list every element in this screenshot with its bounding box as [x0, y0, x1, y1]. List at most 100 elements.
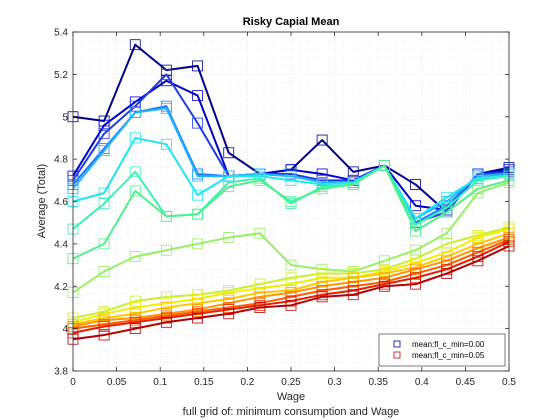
data-point	[410, 200, 422, 212]
x-tick-label: 0.45	[456, 377, 476, 388]
series-line	[72, 225, 510, 320]
data-point	[410, 278, 422, 290]
data-point	[160, 302, 172, 313]
legend: mean;fl_c_min=0.00 mean;fl_c_min=0.05	[378, 333, 506, 367]
x-tick-label: 0	[70, 377, 76, 388]
series-line	[72, 232, 510, 326]
data-point	[285, 278, 297, 290]
data-point	[347, 289, 359, 301]
x-tick-label: 0.4	[415, 377, 429, 388]
series-line	[72, 228, 510, 324]
y-tick-label: 5	[62, 112, 68, 123]
data-point	[160, 102, 172, 114]
data-point	[98, 145, 110, 157]
series-line	[72, 238, 510, 330]
y-tick-label: 5.4	[54, 28, 68, 39]
x-tick-label: 0.1	[153, 377, 167, 388]
x-tick-label: 0.3	[328, 377, 342, 388]
series-8	[67, 177, 515, 299]
data-point	[98, 119, 110, 131]
legend-marker-1	[393, 351, 401, 359]
x-tick-label: 0.2	[240, 377, 254, 388]
data-point	[316, 134, 328, 146]
y-tick-label: 4.8	[54, 155, 68, 166]
data-point	[223, 147, 235, 159]
data-point	[441, 268, 453, 279]
caption: full grid of: minimum consumption and Wa…	[183, 406, 400, 418]
data-point	[254, 227, 266, 239]
x-tick-label: 0.05	[107, 377, 127, 388]
y-tick-label: 5.2	[54, 70, 68, 81]
data-point	[285, 299, 297, 311]
legend-marker-0	[393, 340, 401, 348]
data-point	[98, 266, 110, 277]
data-point	[129, 39, 141, 51]
data-point	[472, 232, 484, 243]
data-point	[347, 179, 359, 190]
data-point	[98, 238, 110, 250]
series-line	[72, 164, 510, 230]
data-point	[129, 100, 141, 112]
data-point	[129, 251, 141, 262]
data-point	[192, 117, 204, 129]
data-point	[129, 295, 141, 307]
data-point	[316, 183, 328, 195]
data-point	[441, 238, 453, 250]
data-point	[223, 232, 235, 243]
data-point	[192, 170, 204, 182]
data-point	[129, 323, 141, 335]
data-point	[192, 208, 204, 220]
data-point	[160, 291, 172, 303]
y-tick-label: 4	[62, 324, 68, 335]
data-point	[98, 321, 110, 332]
data-point	[192, 297, 204, 309]
data-point	[441, 206, 453, 218]
ticks: 0 0.05 0.1 0.15 0.2 0.25 0.3 0.35 0.4 0.45 0.5 3.8 4…	[54, 28, 516, 389]
x-axis-label: Wage	[277, 391, 305, 403]
data-point	[316, 168, 328, 180]
y-tick-label: 4.2	[54, 282, 68, 293]
data-point	[378, 255, 390, 267]
data-point	[223, 308, 235, 320]
y-tick-label: 4.6	[54, 197, 68, 208]
data-point	[192, 90, 204, 101]
data-point	[192, 60, 204, 72]
data-point	[223, 181, 235, 193]
x-tick-label: 0.25	[281, 377, 301, 388]
x-tick-label: 0.35	[368, 377, 388, 388]
data-point	[129, 166, 141, 178]
data-point	[160, 138, 172, 150]
data-point	[129, 316, 141, 328]
data-point	[378, 280, 390, 292]
data-point	[223, 287, 235, 299]
series-line	[72, 240, 510, 334]
data-point	[160, 68, 172, 80]
legend-label-1: mean;fl_c_min=0.05	[412, 351, 485, 360]
data-point	[441, 191, 453, 203]
series-line	[72, 245, 510, 341]
data-point	[378, 160, 390, 171]
data-point	[472, 174, 484, 186]
x-tick-label: 0.15	[194, 377, 214, 388]
series-line	[72, 236, 510, 328]
data-point	[129, 107, 141, 118]
series-line	[72, 181, 510, 294]
data-point	[472, 187, 484, 199]
data-point	[254, 174, 266, 186]
data-point	[129, 132, 141, 144]
data-point	[160, 210, 172, 222]
series-line	[72, 164, 510, 260]
data-point	[316, 291, 328, 303]
data-point	[285, 174, 297, 186]
data-point	[285, 196, 297, 207]
data-point	[347, 166, 359, 178]
y-axis-label: Average (Total)	[36, 164, 48, 238]
x-tick-label: 0.5	[502, 377, 516, 388]
data-point	[410, 179, 422, 190]
y-tick-label: 3.8	[54, 367, 68, 378]
data-point	[285, 259, 297, 271]
data-point	[129, 302, 141, 313]
data-point	[441, 227, 453, 239]
data-point	[98, 329, 110, 341]
